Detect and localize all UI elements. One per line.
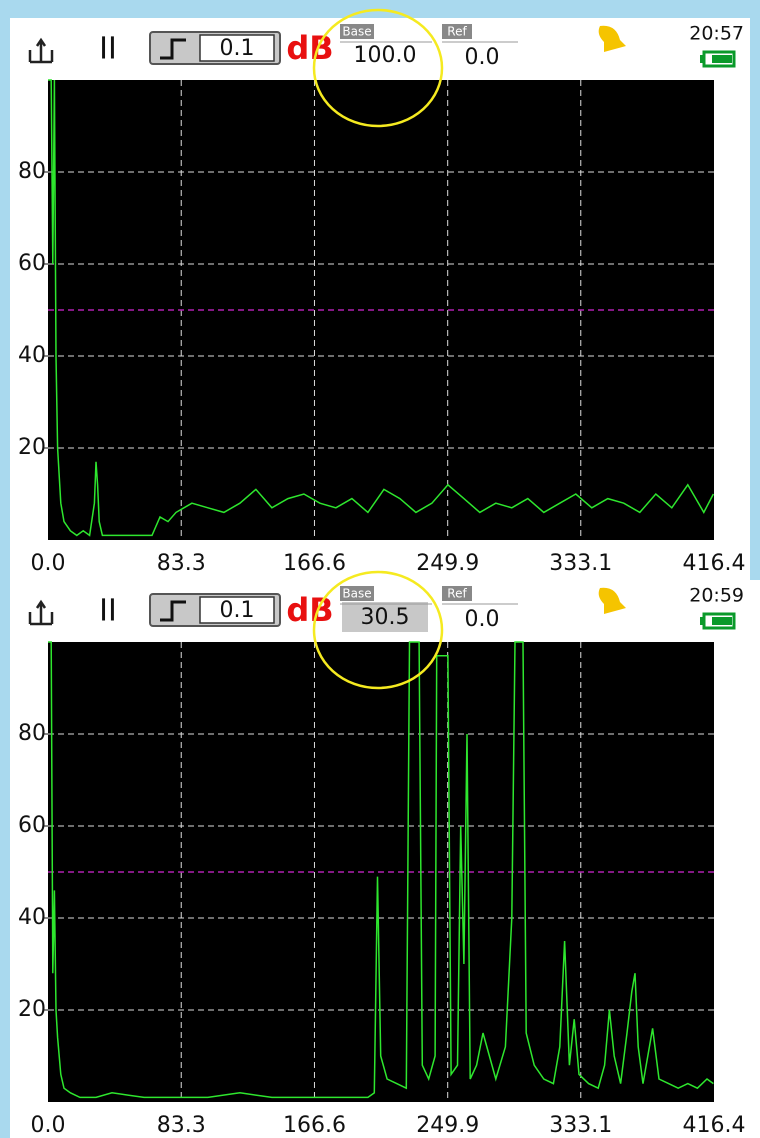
step-value-box — [199, 34, 275, 62]
highlight-circle — [312, 8, 444, 128]
base-value: 30.5 — [361, 605, 410, 630]
spectrum-line — [48, 79, 715, 537]
y-tick-label: 20 — [18, 997, 46, 1022]
base-label-bg — [340, 24, 374, 39]
ref-label: Ref — [447, 587, 467, 601]
y-tick-label: 80 — [18, 721, 46, 746]
x-tick-label: 166.6 — [283, 1113, 346, 1138]
y-tick-label: 60 — [18, 813, 46, 838]
x-tick-label: 416.4 — [683, 551, 746, 576]
step-value: 0.1 — [220, 36, 255, 61]
ref-value: 0.0 — [465, 45, 500, 70]
base-label: Base — [342, 587, 371, 601]
battery-tip — [700, 617, 704, 625]
x-tick-label: 249.9 — [416, 551, 479, 576]
battery-level — [712, 55, 732, 63]
pause-label: II — [99, 594, 117, 629]
base-label: Base — [342, 25, 371, 39]
x-tick-label: 83.3 — [157, 551, 206, 576]
x-tick-label: 0.0 — [31, 1113, 66, 1138]
clock: 20:57 — [689, 23, 744, 45]
highlight-circle — [312, 570, 444, 690]
base-label-bg — [340, 586, 374, 601]
ref-label-bg — [442, 24, 472, 39]
step-value: 0.1 — [220, 598, 255, 623]
step-icon — [160, 38, 186, 60]
battery-tip — [700, 55, 704, 63]
y-tick-label: 20 — [18, 435, 46, 460]
ref-label: Ref — [447, 25, 467, 39]
y-tick-label: 40 — [18, 343, 46, 368]
x-tick-label: 333.1 — [549, 1113, 612, 1138]
x-tick-label: 333.1 — [549, 551, 612, 576]
step-value-box — [199, 596, 275, 624]
spectrum-line — [48, 641, 714, 1099]
base-selected-bg — [342, 602, 428, 632]
x-tick-label: 0.0 — [31, 551, 66, 576]
y-tick-label: 60 — [18, 251, 46, 276]
clock: 20:59 — [689, 585, 744, 607]
ref-value: 0.0 — [465, 607, 500, 632]
pause-label: II — [99, 32, 117, 67]
x-tick-label: 166.6 — [283, 551, 346, 576]
y-tick-label: 80 — [18, 159, 46, 184]
base-value: 100.0 — [354, 43, 417, 68]
x-tick-label: 249.9 — [416, 1113, 479, 1138]
step-icon — [160, 600, 186, 622]
x-tick-label: 83.3 — [157, 1113, 206, 1138]
antenna-icon — [28, 37, 54, 64]
ref-label-bg — [442, 586, 472, 601]
x-tick-label: 416.4 — [683, 1113, 746, 1138]
battery-level — [712, 617, 732, 625]
antenna-icon — [28, 599, 54, 626]
y-tick-label: 40 — [18, 905, 46, 930]
bell-icon — [598, 587, 626, 614]
bell-icon — [598, 25, 626, 52]
